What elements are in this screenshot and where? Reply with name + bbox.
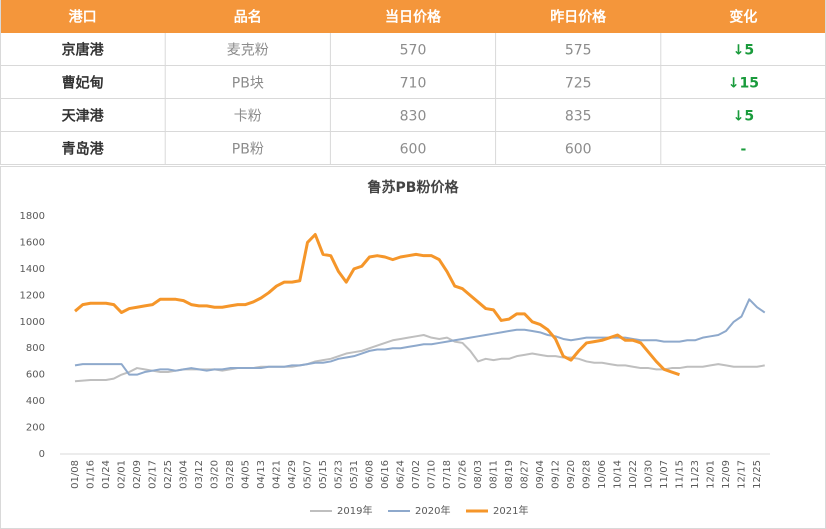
table-cell: 830: [400, 109, 427, 125]
x-tick-label: 02/09: [132, 460, 143, 489]
x-tick-label: 07/26: [458, 460, 469, 489]
x-tick-label: 11/07: [659, 460, 670, 489]
series-line: [74, 334, 765, 383]
table-cell: 570: [400, 43, 427, 59]
x-tick-label: 02/01: [117, 460, 128, 489]
x-tick-label: 09/20: [566, 460, 577, 489]
table-cell: ↓5: [733, 109, 754, 125]
x-tick-label: 09/28: [582, 460, 593, 489]
table-cell: 卡粉: [234, 109, 262, 125]
x-tick-label: 10/30: [644, 460, 655, 489]
x-tick-label: 08/11: [489, 460, 500, 489]
chart-title: 鲁苏PB粉价格: [367, 179, 460, 196]
table-cell: 京唐港: [62, 42, 105, 59]
y-tick-label: 1800: [20, 211, 45, 222]
table-cell: 725: [565, 76, 592, 92]
x-tick-label: 04/21: [272, 460, 283, 489]
table-cell: 麦克粉: [227, 43, 269, 59]
y-tick-label: 400: [26, 396, 45, 407]
x-tick-label: 10/14: [613, 460, 624, 489]
x-tick-label: 08/03: [473, 460, 484, 489]
x-tick-label: 04/13: [256, 460, 267, 489]
x-tick-label: 04/05: [241, 460, 252, 489]
y-tick-label: 1000: [20, 317, 45, 328]
table-cell: ↓15: [728, 76, 759, 92]
x-tick-label: 05/15: [318, 460, 329, 489]
y-tick-label: 600: [26, 370, 45, 381]
table-header-cell: 港口: [69, 9, 97, 26]
legend-label: 2020年: [415, 504, 450, 517]
x-tick-label: 03/12: [194, 460, 205, 489]
table-header-cell: 品名: [234, 9, 262, 26]
x-tick-label: 11/23: [690, 460, 701, 489]
x-tick-label: 05/07: [303, 460, 314, 489]
legend-label: 2019年: [337, 504, 372, 517]
series-line: [74, 233, 680, 377]
x-tick-label: 08/19: [504, 460, 515, 489]
x-tick-label: 03/04: [179, 460, 190, 489]
x-tick-label: 10/06: [597, 460, 608, 489]
table-cell: PB块: [232, 76, 264, 92]
table-header-cell: 变化: [729, 9, 757, 26]
table-cell: 835: [565, 109, 592, 125]
x-tick-label: 06/08: [365, 460, 376, 489]
y-tick-label: 200: [26, 423, 45, 434]
x-tick-label: 07/02: [411, 460, 422, 489]
table-cell: 600: [565, 142, 592, 158]
y-tick-label: 1600: [20, 237, 45, 248]
x-tick-label: 12/17: [737, 460, 748, 489]
x-tick-label: 04/29: [287, 460, 298, 489]
table-cell: 曹妃甸: [62, 75, 104, 92]
x-tick-label: 03/20: [210, 460, 221, 489]
table-header-cell: 当日价格: [385, 9, 442, 26]
x-tick-label: 01/24: [101, 460, 112, 489]
x-tick-label: 07/18: [442, 460, 453, 489]
x-tick-label: 10/22: [628, 460, 639, 489]
x-tick-label: 11/15: [675, 460, 686, 489]
x-tick-label: 02/25: [163, 460, 174, 489]
y-tick-label: 0: [39, 449, 45, 460]
x-tick-label: 09/04: [535, 460, 546, 489]
legend-label: 2021年: [493, 504, 528, 517]
x-tick-label: 01/16: [86, 460, 97, 489]
y-tick-label: 1400: [20, 264, 45, 275]
x-tick-label: 02/17: [148, 460, 159, 489]
table-cell: ↓5: [733, 43, 754, 59]
series-line: [74, 298, 766, 376]
x-tick-label: 05/23: [334, 460, 345, 489]
x-tick-label: 09/12: [551, 460, 562, 489]
chart-frame: [0, 166, 826, 529]
y-tick-label: 1200: [20, 290, 45, 301]
table-cell: -: [740, 142, 746, 158]
x-tick-label: 12/01: [706, 460, 717, 489]
x-tick-label: 03/28: [225, 460, 236, 489]
x-tick-label: 01/08: [70, 460, 81, 489]
table-cell: 710: [400, 76, 427, 92]
x-tick-label: 05/31: [349, 460, 360, 489]
table-cell: 575: [565, 43, 592, 59]
x-tick-label: 07/10: [427, 460, 438, 489]
table-header-bg: [0, 0, 826, 33]
table-cell: 天津港: [62, 108, 105, 125]
x-tick-label: 06/24: [396, 460, 407, 489]
table-cell: 600: [400, 142, 427, 158]
x-tick-label: 12/25: [752, 460, 763, 489]
x-tick-label: 08/27: [520, 460, 531, 489]
x-tick-label: 06/16: [380, 460, 391, 489]
y-tick-label: 800: [26, 343, 45, 354]
table-cell: 青岛港: [62, 141, 105, 158]
x-tick-label: 12/09: [721, 460, 732, 489]
table-cell: PB粉: [232, 142, 264, 158]
table-header-cell: 昨日价格: [550, 9, 607, 26]
